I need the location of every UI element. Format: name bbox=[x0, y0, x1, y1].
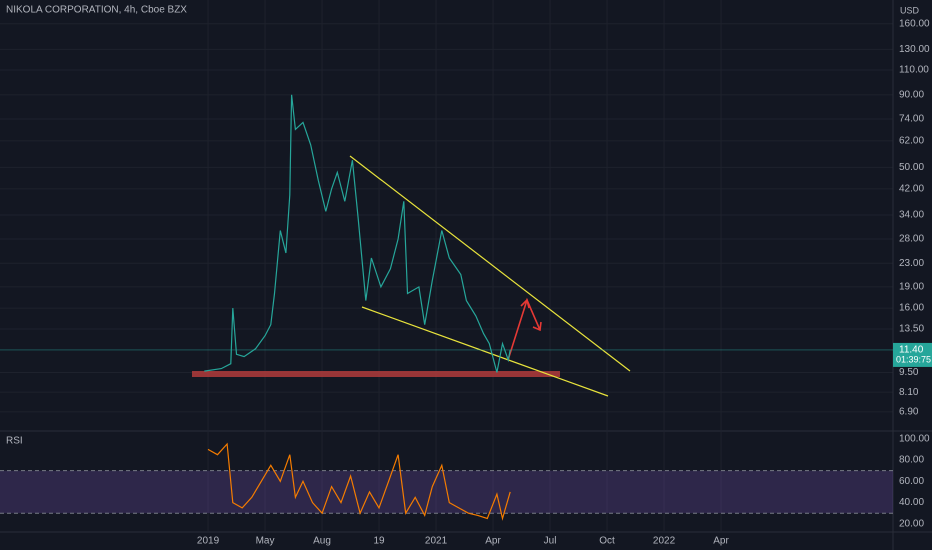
y-tick-label: 9.50 bbox=[899, 367, 919, 378]
x-tick-label: 19 bbox=[373, 536, 385, 547]
y-tick-label: 23.00 bbox=[899, 258, 924, 269]
last-price-box bbox=[893, 342, 932, 367]
currency-label: USD bbox=[900, 5, 920, 15]
y-tick-label: 13.50 bbox=[899, 324, 924, 335]
y-tick-label: 50.00 bbox=[899, 162, 924, 173]
x-tick-label: 2019 bbox=[197, 536, 220, 547]
y-tick-label: 42.00 bbox=[899, 184, 924, 195]
x-tick-label: 2021 bbox=[425, 536, 448, 547]
support-zone bbox=[192, 371, 560, 377]
rsi-title: RSI bbox=[6, 436, 23, 447]
series-line bbox=[207, 442, 511, 521]
y-tick-label: 110.00 bbox=[899, 65, 929, 76]
y-tick-label: 80.00 bbox=[899, 455, 924, 466]
y-tick-label: 34.00 bbox=[899, 210, 924, 221]
chart-title: NIKOLA CORPORATION, 4h, Cboe BZX bbox=[6, 5, 187, 16]
x-tick-label: Apr bbox=[485, 536, 501, 547]
y-tick-label: 160.00 bbox=[899, 18, 930, 29]
y-tick-label: 8.10 bbox=[899, 387, 919, 398]
y-tick-label: 28.00 bbox=[899, 234, 924, 245]
trend-line-lower bbox=[361, 306, 609, 397]
x-tick-label: Jul bbox=[544, 536, 557, 547]
trend-line-upper bbox=[349, 155, 631, 372]
x-tick-label: Aug bbox=[313, 536, 331, 547]
x-tick-label: Apr bbox=[713, 536, 729, 547]
arrow-head bbox=[532, 321, 542, 332]
grid bbox=[0, 0, 893, 531]
last-price-label: 11.40 bbox=[899, 345, 924, 356]
y-tick-label: 130.00 bbox=[899, 44, 930, 55]
y-tick-label: 90.00 bbox=[899, 89, 924, 100]
x-tick-label: 2022 bbox=[653, 536, 676, 547]
y-tick-label: 62.00 bbox=[899, 135, 924, 146]
countdown: 01:39:75 bbox=[896, 354, 931, 364]
arrow-head bbox=[520, 298, 530, 309]
y-tick-label: 20.00 bbox=[899, 519, 924, 530]
y-tick-label: 100.00 bbox=[899, 433, 930, 444]
x-tick-label: May bbox=[256, 536, 275, 547]
y-tick-label: 6.90 bbox=[899, 407, 919, 418]
y-tick-label: 16.00 bbox=[899, 303, 924, 314]
y-tick-label: 60.00 bbox=[899, 476, 924, 487]
y-tick-label: 40.00 bbox=[899, 497, 924, 508]
y-tick-label: 74.00 bbox=[899, 114, 924, 125]
series-line bbox=[204, 94, 511, 373]
rsi-band bbox=[0, 470, 893, 514]
x-tick-label: Oct bbox=[599, 536, 615, 547]
y-tick-label: 19.00 bbox=[899, 282, 924, 293]
